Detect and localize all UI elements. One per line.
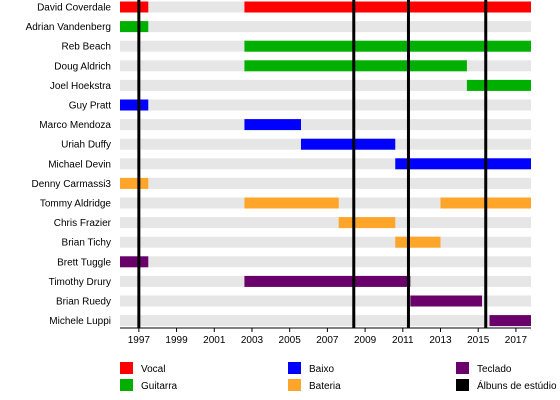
- member-name-doug-aldrich: Doug Aldrich: [54, 61, 111, 72]
- row-background-guy-pratt: [120, 99, 531, 111]
- bar-doug-aldrich-guitar-0: [244, 60, 467, 72]
- row-background-brett-tuggle: [120, 256, 531, 268]
- bar-michele-luppi-keys-0: [489, 315, 531, 327]
- x-tick-label-1999: 1999: [165, 335, 188, 346]
- legend-swatch-drums: [288, 379, 301, 391]
- legend-swatch-vocal: [120, 362, 133, 374]
- legend: Vocal Guitarra Baixo Bateria Teclado Álbuns d…: [120, 362, 557, 392]
- row-background-michael-devin: [120, 158, 531, 170]
- legend-label-drums: Bateria: [309, 381, 341, 392]
- bar-guy-pratt-bass-0: [120, 99, 149, 111]
- member-name-michele-luppi: Michele Luppi: [49, 316, 111, 327]
- row-background-brian-ruedy: [120, 295, 531, 307]
- member-name-michael-devin: Michael Devin: [48, 159, 111, 170]
- x-tick-label-2009: 2009: [354, 335, 377, 346]
- member-name-marco-mendoza: Marco Mendoza: [39, 120, 111, 131]
- legend-label-vocal: Vocal: [141, 364, 165, 375]
- bar-david-coverdale-vocal-0: [120, 1, 149, 13]
- member-name-reb-beach: Reb Beach: [62, 42, 111, 53]
- row-background-marco-mendoza: [120, 119, 531, 131]
- row-background-brian-tichy: [120, 236, 531, 248]
- member-name-uriah-duffy: Uriah Duffy: [61, 140, 111, 151]
- member-name-david-coverdale: David Coverdale: [37, 3, 111, 14]
- legend-label-keys: Teclado: [477, 364, 512, 375]
- x-tick-label-2011: 2011: [392, 335, 414, 346]
- legend-swatch-bass: [288, 362, 301, 374]
- bar-tommy-aldridge-drums-0: [244, 197, 339, 209]
- x-tick-label-2005: 2005: [279, 335, 302, 346]
- legend-label-guitar: Guitarra: [141, 381, 178, 392]
- row-background-adrian-vandenberg: [120, 21, 531, 33]
- row-background-chris-frazier: [120, 217, 531, 229]
- x-tick-label-2003: 2003: [241, 335, 264, 346]
- member-name-guy-pratt: Guy Pratt: [69, 101, 111, 112]
- bar-adrian-vandenberg-guitar-0: [120, 21, 149, 33]
- row-background-joel-hoekstra: [120, 79, 531, 91]
- bar-brian-ruedy-keys-0: [410, 295, 482, 307]
- member-name-denny-carmassi3: Denny Carmassi3: [32, 179, 112, 190]
- member-name-brett-tuggle: Brett Tuggle: [57, 257, 111, 268]
- member-name-brian-ruedy: Brian Ruedy: [56, 297, 111, 308]
- bar-marco-mendoza-bass-0: [244, 119, 301, 131]
- member-name-joel-hoekstra: Joel Hoekstra: [50, 81, 112, 92]
- row-background-denny-carmassi3: [120, 177, 531, 189]
- bar-denny-carmassi3-drums-0: [120, 177, 149, 189]
- x-tick-label-2015: 2015: [467, 335, 490, 346]
- x-tick-label-2007: 2007: [316, 335, 339, 346]
- bar-michael-devin-bass-0: [395, 158, 531, 170]
- x-axis: 1997 1999 2001 2003 2005 2007 2009 2011 2013 2015…: [120, 327, 531, 346]
- legend-swatch-keys: [456, 362, 469, 374]
- row-background-michele-luppi: [120, 315, 531, 327]
- x-tick-label-2017: 2017: [505, 335, 528, 346]
- bar-joel-hoekstra-guitar-0: [466, 79, 531, 91]
- bar-david-coverdale-vocal-1: [244, 1, 531, 13]
- x-tick-label-2013: 2013: [429, 335, 452, 346]
- member-name-labels: David Coverdale Adrian Vandenberg Reb Beac…: [26, 3, 112, 328]
- bar-chris-frazier-drums-0: [338, 217, 396, 229]
- bar-reb-beach-guitar-0: [244, 40, 531, 52]
- bar-brian-tichy-drums-0: [395, 236, 441, 248]
- legend-label-albums: Álbuns de estúdio: [477, 379, 557, 392]
- member-name-adrian-vandenberg: Adrian Vandenberg: [26, 22, 111, 33]
- legend-swatch-albums: [456, 379, 469, 391]
- member-name-brian-tichy: Brian Tichy: [62, 238, 111, 249]
- bar-timothy-drury-keys-0: [244, 275, 411, 287]
- legend-swatch-guitar: [120, 379, 133, 391]
- bar-brett-tuggle-keys-0: [120, 256, 149, 268]
- studio-album-lines: [137, 0, 488, 329]
- member-name-tommy-aldridge: Tommy Aldridge: [40, 199, 112, 210]
- member-name-chris-frazier: Chris Frazier: [54, 218, 112, 229]
- x-tick-label-1997: 1997: [128, 335, 151, 346]
- member-name-timothy-drury: Timothy Drury: [49, 277, 111, 288]
- x-tick-label-2001: 2001: [203, 335, 226, 346]
- legend-label-bass: Baixo: [309, 364, 334, 375]
- bar-uriah-duffy-bass-0: [300, 138, 396, 150]
